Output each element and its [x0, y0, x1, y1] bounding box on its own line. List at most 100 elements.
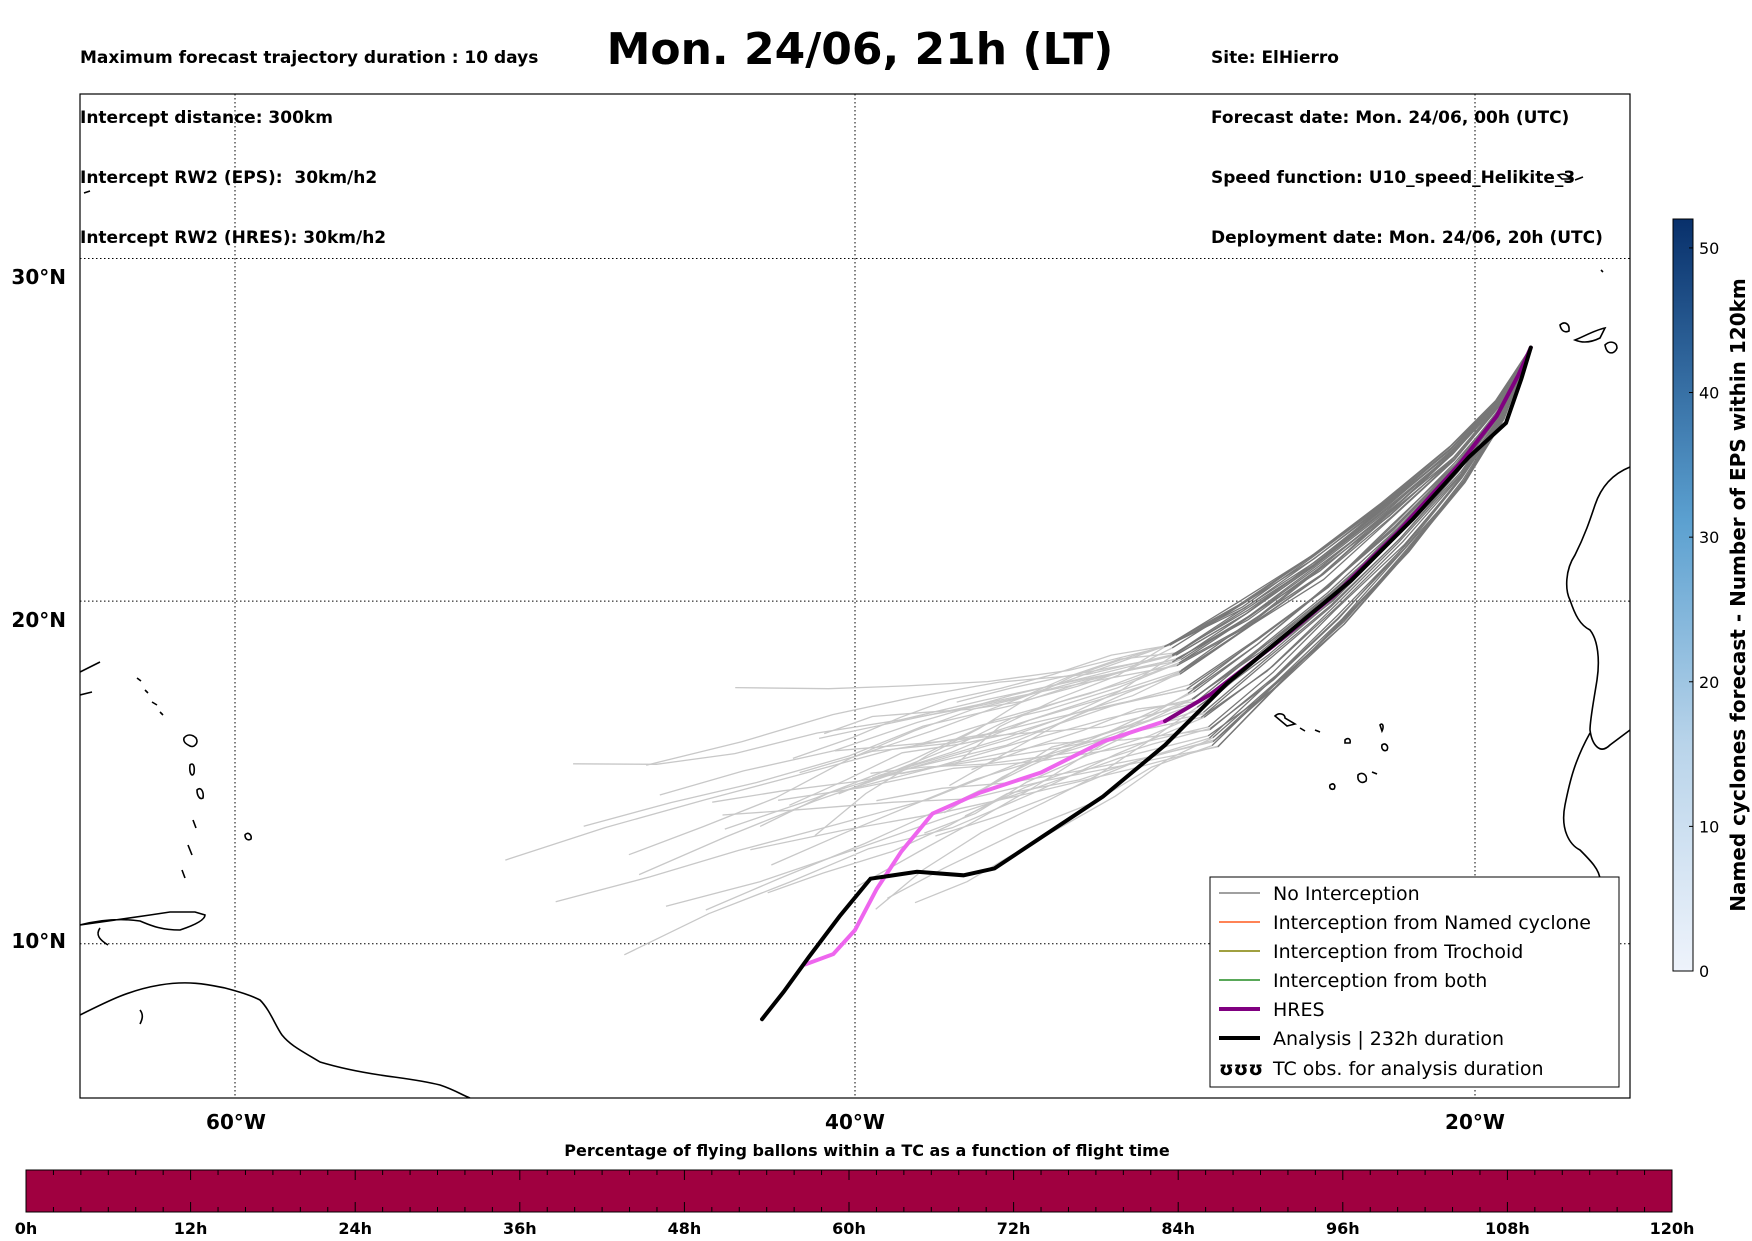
eps-trajectory-late [956, 654, 1177, 703]
header-info-right: Site: ElHierro Forecast date: Mon. 24/06… [1211, 8, 1603, 268]
eps-trajectory [1169, 347, 1532, 645]
legend: No Interception Interception from Named … [1209, 876, 1620, 1088]
eps-trajectory-late [877, 670, 1185, 777]
colorbar-ticks: 0 10 20 30 40 50 [1689, 239, 1719, 981]
eps-trajectory [1176, 347, 1532, 667]
eps-trajectory-late [555, 703, 1196, 903]
legend-label: Interception from Named cyclone [1273, 912, 1591, 934]
flight-time-tick-label: 12h [174, 1219, 208, 1238]
header-line: Intercept RW2 (EPS): 30km/h2 [80, 168, 378, 188]
legend-label: HRES [1273, 999, 1325, 1021]
hres-track-late [803, 719, 1167, 967]
colorbar-tick-label: 10 [1699, 817, 1719, 836]
eps-trajectory-late [789, 655, 1173, 806]
eps-trajectory-late [573, 661, 1173, 765]
eps-trajectory-late [659, 654, 1177, 796]
eps-trajectory-late [871, 673, 1181, 779]
trajectory-layer [505, 345, 1533, 1022]
eps-trajectory-late [971, 700, 1197, 771]
flight-time-tick-label: 24h [338, 1219, 372, 1238]
lon-tick-label: 40°W [825, 1110, 885, 1134]
eps-trajectory-late [628, 643, 1171, 856]
header-info-left: Maximum forecast trajectory duration : 1… [80, 8, 538, 268]
eps-trajectory-late [876, 737, 1210, 802]
eps-trajectory [1189, 347, 1532, 686]
flight-time-tick-label: 48h [668, 1219, 702, 1238]
eps-trajectory-late [943, 698, 1193, 814]
eps-trajectory [1186, 347, 1532, 690]
eps-trajectory-late [900, 729, 1210, 775]
header-line: Intercept distance: 300km [80, 108, 333, 128]
colorbar-tick-label: 0 [1699, 962, 1709, 981]
flight-time-bar: Percentage of flying ballons within a TC… [15, 1141, 1695, 1238]
eps-trajectory [1209, 347, 1532, 731]
colorbar: 0 10 20 30 40 50 Named cyclones forecast - Nu… [1672, 218, 1750, 981]
eps-trajectories-late [505, 643, 1219, 956]
header-line: Maximum forecast trajectory duration : 1… [80, 48, 539, 68]
eps-trajectory [1184, 347, 1532, 672]
axis-tick-labels: 60°W 40°W 20°W 30°N 20°N 10°N [11, 265, 1505, 1134]
header-line: Speed function: U10_speed_Helikite_3 [1211, 168, 1576, 188]
page-title: Mon. 24/06, 21h (LT) [606, 24, 1114, 75]
header-line: Intercept RW2 (HRES): 30km/h2 [80, 228, 387, 248]
eps-trajectory-late [505, 669, 1182, 861]
eps-trajectory [1203, 347, 1532, 718]
eps-trajectory [1208, 347, 1532, 728]
eps-trajectory-late [849, 698, 1193, 791]
eps-trajectory-late [852, 652, 1177, 758]
legend-label: TC obs. for analysis duration [1272, 1058, 1544, 1080]
eps-trajectory-late [724, 658, 1182, 830]
eps-trajectory-late [954, 646, 1166, 766]
flight-time-tick-label: 96h [1326, 1219, 1360, 1238]
eps-trajectory [1180, 347, 1532, 661]
eps-trajectories-no-interception [1163, 347, 1532, 748]
lat-tick-label: 20°N [11, 608, 66, 632]
eps-trajectory-late [961, 698, 1195, 803]
header-line: Deployment date: Mon. 24/06, 20h (UTC) [1211, 228, 1603, 248]
eps-trajectory-late [750, 745, 1219, 851]
header-line: Site: ElHierro [1211, 48, 1339, 68]
flight-time-tick-label: 72h [997, 1219, 1031, 1238]
colorbar-tick-label: 40 [1699, 384, 1719, 403]
colorbar-tick-label: 30 [1699, 528, 1719, 547]
colorbar-tick-label: 20 [1699, 673, 1719, 692]
eps-trajectory [1171, 347, 1532, 663]
lat-tick-label: 30°N [11, 265, 66, 289]
eps-trajectory [1210, 347, 1532, 729]
lat-tick-label: 10°N [11, 929, 66, 953]
eps-trajectory [1218, 347, 1532, 747]
flight-time-tick-label: 84h [1161, 1219, 1195, 1238]
colorbar-label: Named cyclones forecast - Number of EPS … [1726, 278, 1750, 912]
coastlines [80, 173, 1630, 1098]
eps-trajectory [1212, 347, 1532, 739]
eps-trajectory-late [924, 711, 1204, 834]
legend-label: Interception from Trochoid [1273, 941, 1523, 963]
tc-obs-symbol: ʊʊʊ [1219, 1058, 1263, 1080]
flight-time-tick-label: 60h [832, 1219, 866, 1238]
map-frame [79, 93, 1631, 1099]
legend-label: No Interception [1273, 883, 1420, 905]
flight-time-tick-label: 108h [1485, 1219, 1530, 1238]
eps-trajectory [1179, 347, 1532, 675]
analysis-track [760, 345, 1533, 1022]
eps-trajectory [1208, 347, 1532, 739]
eps-trajectory-late [818, 665, 1177, 740]
eps-trajectory-late [665, 735, 1209, 907]
colorbar-tick-label: 50 [1699, 239, 1719, 258]
flight-time-tick-label: 120h [1650, 1219, 1695, 1238]
flight-time-bar-ticks: 0h 12h 24h 36h 48h 60h 72h 84h 96h 108h 120h [15, 1170, 1695, 1238]
hres-track [1163, 345, 1533, 724]
eps-trajectory [1164, 347, 1532, 648]
eps-trajectory [1169, 347, 1532, 645]
eps-trajectory-late [935, 739, 1216, 837]
eps-trajectory-late [735, 646, 1165, 690]
legend-label: Interception from both [1273, 970, 1487, 992]
legend-label: Analysis | 232h duration [1273, 1028, 1504, 1050]
legend-box [1209, 876, 1620, 1088]
eps-trajectory-late [814, 643, 1170, 837]
eps-trajectory-late [792, 644, 1170, 760]
colorbar-gradient [1672, 218, 1694, 972]
flight-time-tick-label: 0h [15, 1219, 38, 1238]
eps-trajectory [1163, 347, 1532, 648]
